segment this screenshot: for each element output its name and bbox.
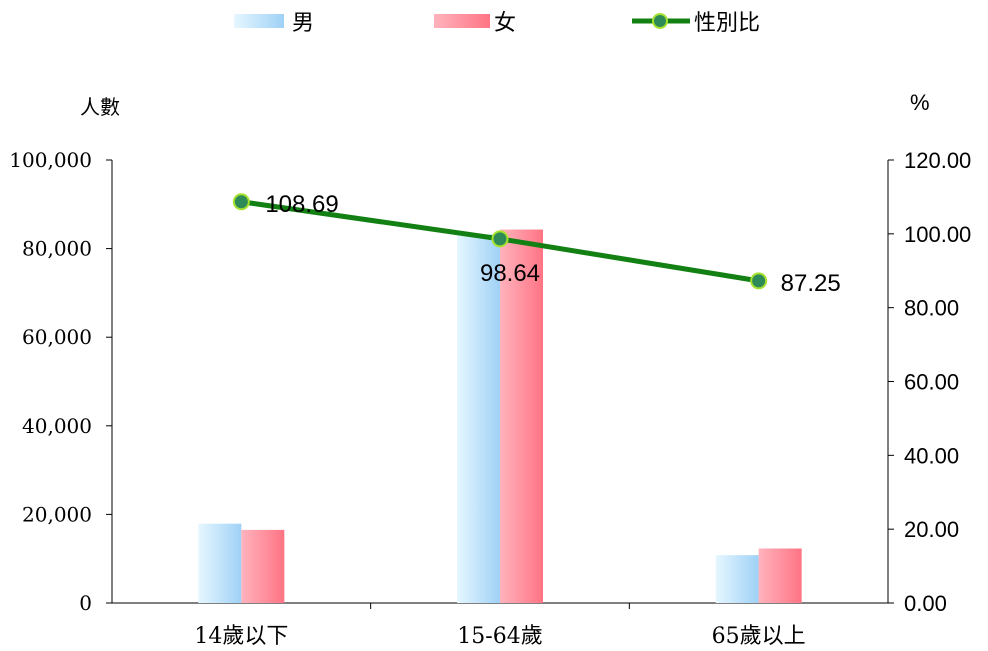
ratio-point [232, 193, 250, 211]
bar-male [715, 555, 759, 603]
y-axis-right-label: % [910, 90, 930, 115]
bar-male [198, 523, 242, 603]
ratio-point [750, 272, 768, 290]
bars [198, 229, 802, 603]
legend-label-male: 男 [292, 11, 314, 36]
legend: 男 女 性別比 [234, 11, 760, 36]
y-tick-right-label: 20.00 [904, 517, 959, 542]
bar-female [758, 548, 802, 603]
ticks: 0 20,000 40,000 60,000 80,000 100,000 0.00 20.0… [9, 148, 971, 649]
x-tick-label: 15-64歲 [457, 624, 542, 649]
y-tick-right-label: 60.00 [904, 370, 959, 395]
data-label: 87.25 [781, 270, 841, 297]
ratio-line [232, 193, 768, 290]
legend-label-female: 女 [494, 11, 516, 36]
y-tick-right-label: 100.00 [904, 222, 971, 247]
labels: 108.69 98.64 87.25 [265, 191, 840, 297]
y-tick-left-label: 80,000 [22, 237, 92, 261]
data-label: 108.69 [265, 191, 338, 218]
y-tick-right-label: 120.00 [904, 148, 971, 173]
y-tick-left-label: 0 [79, 591, 92, 615]
bar-female [500, 229, 543, 603]
y-axis-left-label: 人數 [80, 95, 120, 119]
y-tick-left-label: 40,000 [22, 414, 92, 438]
x-tick-label: 65歲以上 [712, 624, 806, 649]
y-tick-left-label: 20,000 [22, 502, 92, 526]
bar-female [241, 529, 285, 603]
legend-label-ratio: 性別比 [694, 11, 760, 36]
y-tick-right-label: 0.00 [904, 591, 947, 616]
y-tick-right-label: 80.00 [904, 296, 959, 321]
y-tick-right-label: 40.00 [904, 443, 959, 468]
y-tick-left-label: 100,000 [9, 148, 92, 172]
ratio-point [491, 230, 509, 248]
legend-swatch-female [434, 14, 490, 28]
y-tick-left-label: 60,000 [22, 325, 92, 349]
legend-swatch-male [234, 14, 284, 28]
bar-male [457, 234, 500, 603]
x-tick-label: 14歲以下 [194, 624, 288, 649]
legend-marker-ratio [652, 13, 668, 29]
data-label: 98.64 [480, 260, 540, 287]
